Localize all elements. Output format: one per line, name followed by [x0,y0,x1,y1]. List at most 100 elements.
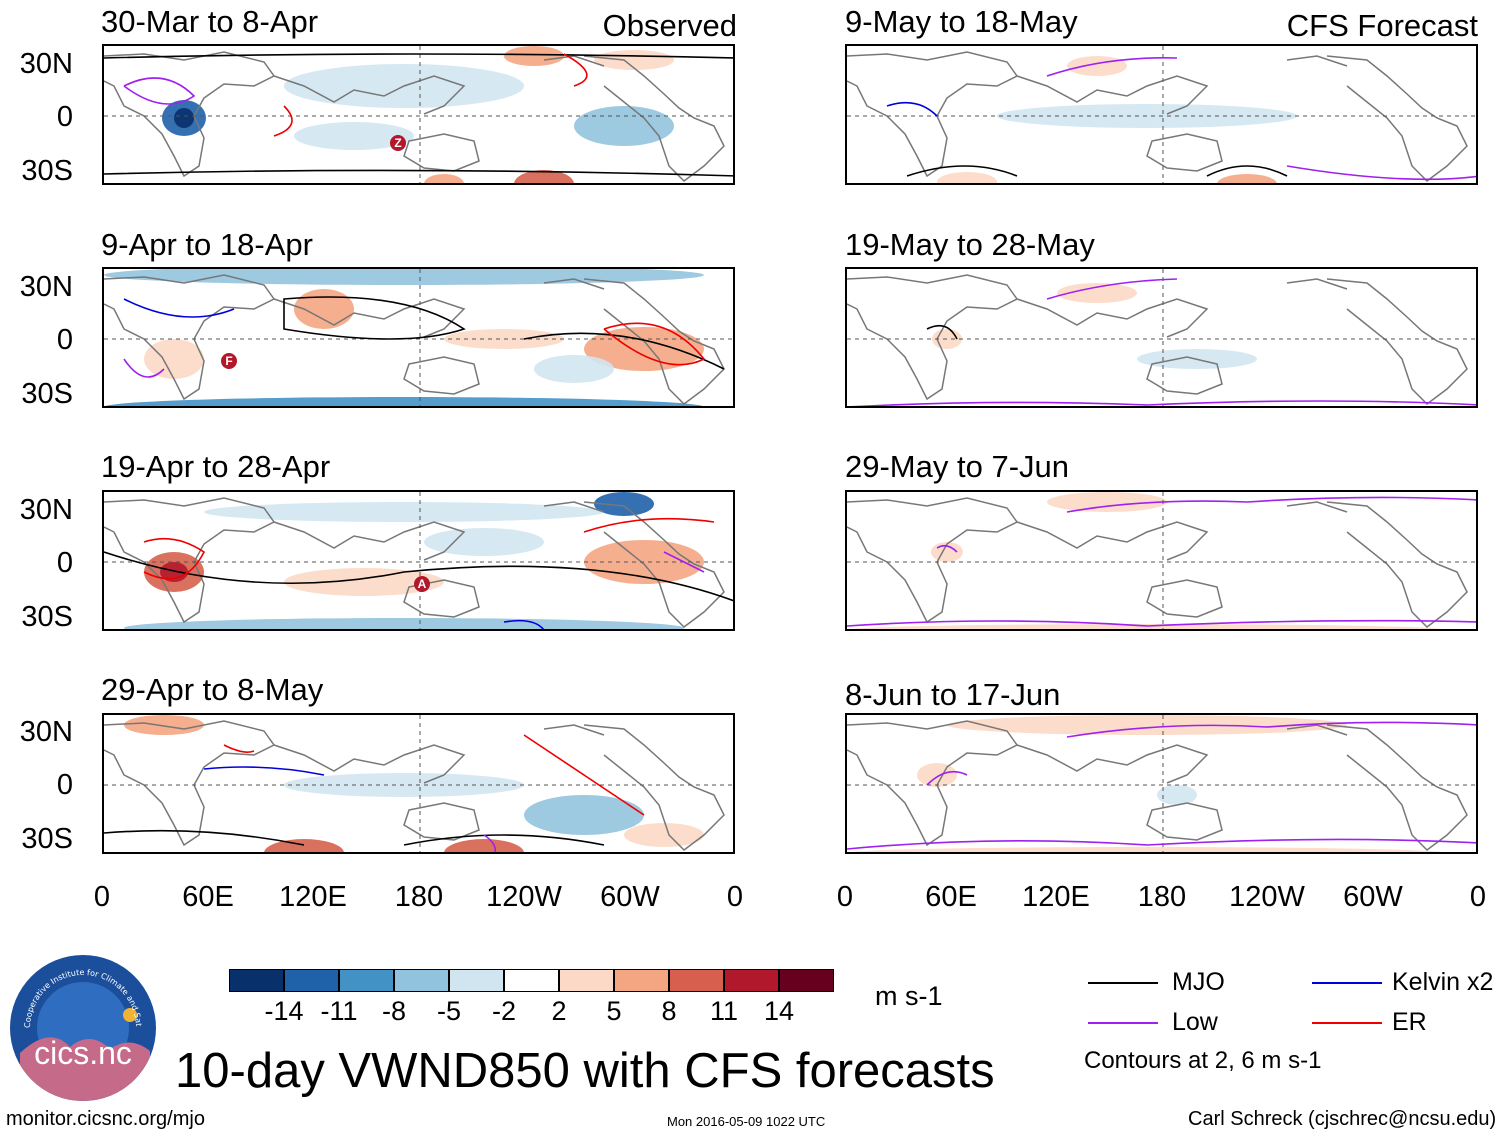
coastline [543,501,605,513]
colorbar-swatch [394,969,449,992]
lon-label-120e: 120E [1022,881,1090,913]
colorbar-tick-label: -8 [381,996,406,1026]
coastline [583,55,725,182]
coastline [104,274,276,401]
panel-title-observed-3: 19-Apr to 28-Apr [101,449,331,484]
colorbar-tick-label: 2 [551,996,567,1026]
column-title-forecast: CFS Forecast [1286,8,1478,43]
lat-label-30n: 30N [19,271,73,303]
lon-label-180: 180 [1137,881,1187,913]
colorbar-swatch [669,969,724,992]
wave-contour [1066,721,1476,738]
storm-marker: A [414,576,430,592]
wind-anomaly-shading [524,795,644,835]
legend-swatch-mjo [1088,982,1158,984]
wind-anomaly-shading [504,46,564,66]
coastline [1326,501,1468,628]
colorbar-swatch [229,969,284,992]
wave-contour [1286,165,1476,181]
colorbar-tick-label: -11 [320,996,358,1026]
legend-swatch-kelvin [1312,982,1382,984]
lat-label-30n: 30N [19,716,73,748]
lon-label-60w: 60W [600,881,660,913]
wave-contour [583,517,715,533]
coastline [273,744,466,784]
author: Carl Schreck (cjschrec@ncsu.edu) [1188,1108,1497,1130]
wind-anomaly-shading [947,715,1347,735]
wave-contour [1046,278,1178,300]
panel-title-forecast-2: 19-May to 28-May [845,227,1095,262]
colorbar-tick-label: -5 [436,996,461,1026]
legend-note: Contours at 2, 6 m s-1 [1084,1047,1322,1074]
wave-contour [847,838,1476,850]
wave-contour [273,105,293,137]
lon-label-0: 0 [1469,881,1487,913]
colorbar-tick-label: 8 [661,996,677,1026]
coastline [583,724,725,851]
coastline [1286,724,1348,736]
wave-contour [483,834,497,852]
coastline [273,521,466,561]
lon-label-0: 0 [836,881,854,913]
wind-anomaly-shading [124,715,204,735]
wind-anomaly-shading [1057,283,1137,303]
colorbar-tick-label: 14 [763,996,795,1026]
panel-title-forecast-3: 29-May to 7-Jun [845,449,1069,484]
wind-anomaly-shading [294,122,414,150]
coastline [403,356,480,395]
wave-contour [936,544,958,553]
wind-anomaly-shading [594,50,674,70]
wind-anomaly-shading [534,355,614,383]
legend-label-mjo: MJO [1172,968,1225,996]
colorbar-swatch [504,969,559,992]
lat-label-0: 0 [56,101,73,133]
legend-label-er: ER [1392,1008,1427,1036]
wave-contour [123,298,235,318]
coastline [1286,55,1348,67]
coastline [1326,55,1468,182]
map-forecast-4 [845,713,1478,854]
wave-contour [203,766,325,776]
lon-label-120w: 120W [1229,881,1305,913]
colorbar-unit: m s-1 [875,981,943,1011]
cics-logo[interactable]: Cooperative Institute for Climate and Sa… [10,955,156,1101]
colorbar-tick-label: -14 [264,996,304,1026]
coastline [847,274,1019,401]
lat-label-30s: 30S [21,823,73,855]
coastline [1016,298,1209,338]
wind-anomaly-shading [1047,492,1167,512]
lat-label-0: 0 [56,769,73,801]
coastline [1146,133,1223,172]
map-forecast-3 [845,490,1478,631]
wave-contour [1206,165,1288,177]
coastline [273,298,466,338]
coastline [403,579,480,618]
lon-label-0: 0 [726,881,744,913]
wave-contour [926,324,958,340]
legend-swatch-low [1088,1022,1158,1024]
wind-anomaly-shading [594,492,654,516]
source-url[interactable]: monitor.cicsnc.org/mjo [6,1108,205,1130]
wave-contour [563,53,588,87]
wave-contour [886,101,938,117]
colorbar-swatch [614,969,669,992]
wave-contour [523,734,645,816]
wind-anomaly-shading [284,568,444,596]
lat-label-30n: 30N [19,48,73,80]
wind-anomaly-shading [1067,56,1127,76]
wind-anomaly-shading [105,397,703,406]
wave-contour [847,619,1476,627]
coastline [1016,521,1209,561]
wave-contour [403,834,605,846]
wind-anomaly-shading [574,106,674,146]
panel-title-observed-4: 29-Apr to 8-May [101,672,324,707]
coastline [543,55,605,67]
map-forecast-2 [845,267,1478,408]
panel-title-forecast-1: 9-May to 18-May [845,4,1078,39]
wave-contour [1046,57,1178,77]
lon-label-60e: 60E [925,881,977,913]
legend-swatch-er [1312,1022,1382,1024]
wind-anomaly-shading [144,339,204,379]
wind-anomaly-shading [424,174,464,183]
coastline [543,278,605,290]
